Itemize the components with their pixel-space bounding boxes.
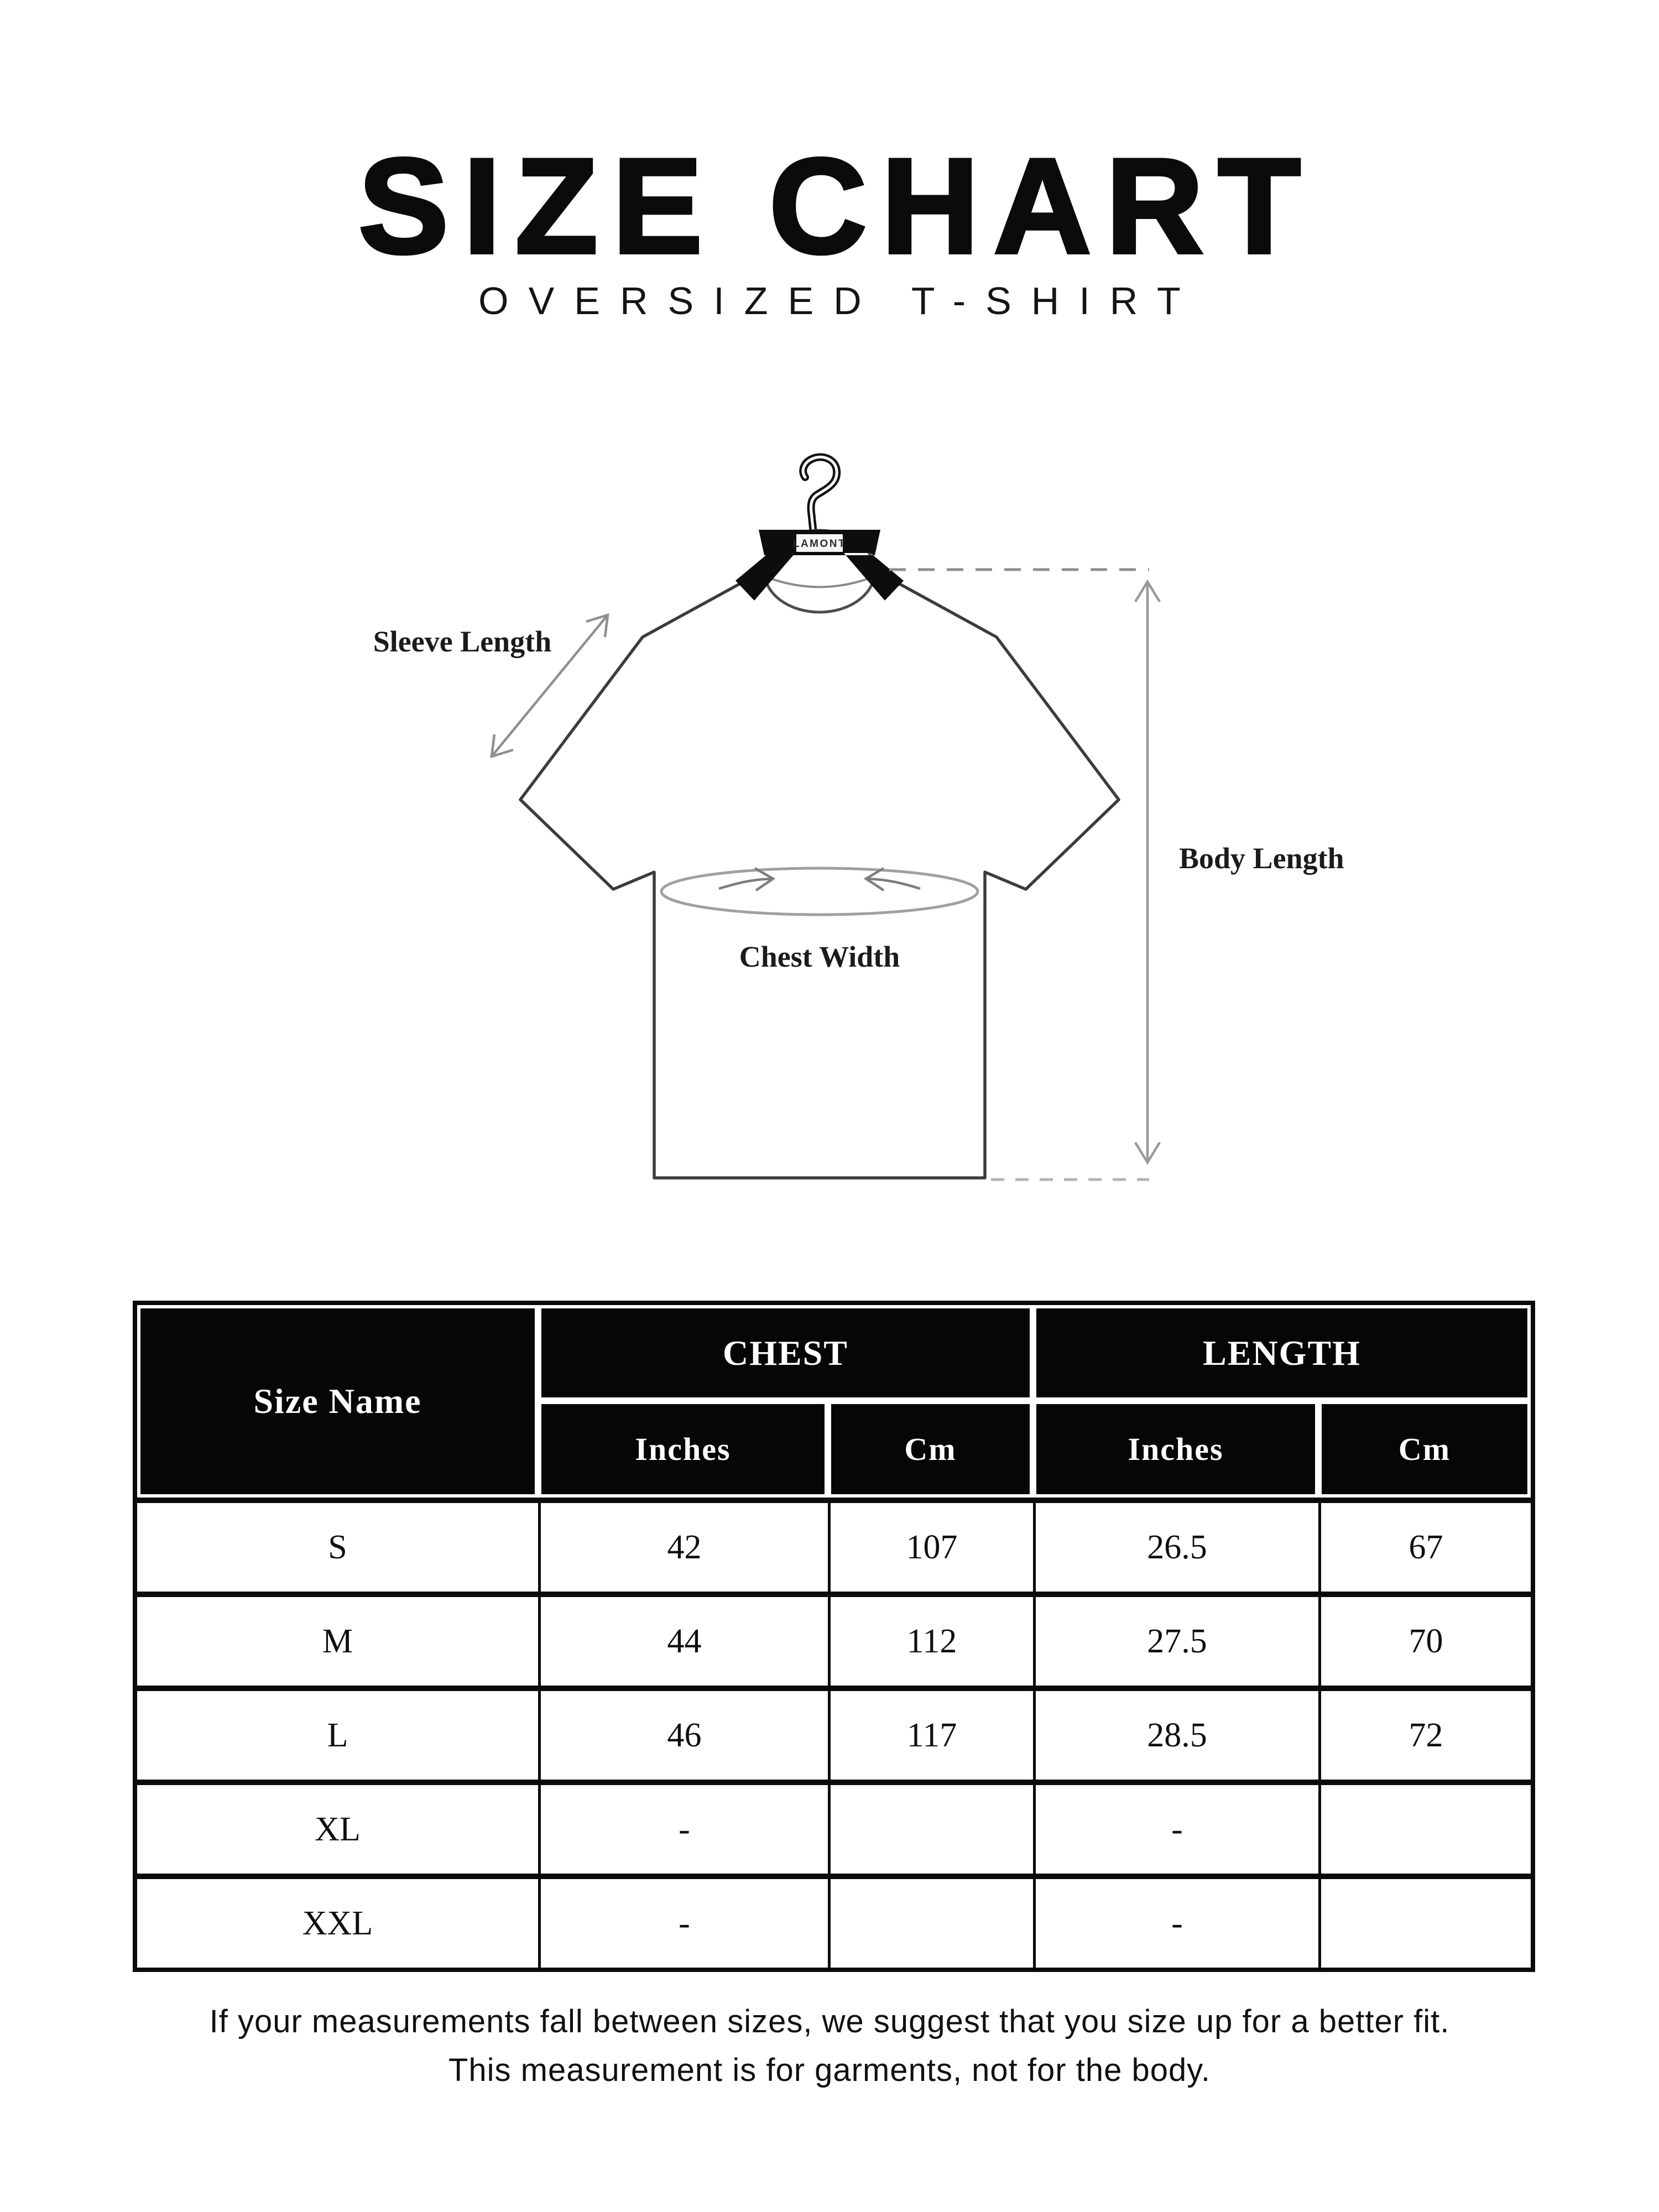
footer-line-2: This measurement is for garments, not fo…	[448, 2052, 1211, 2088]
cell-size-s: S	[137, 1498, 538, 1592]
cell-length-cm-s: 67	[1318, 1498, 1531, 1592]
cell-length-inches-m: 27.5	[1033, 1592, 1318, 1686]
sleeve-arrowhead-bottom	[490, 734, 514, 759]
tshirt-measurement-diagram: LAMONT Sleeve Length Body Length Chest W…	[373, 453, 1344, 1181]
body-arrowhead-bottom	[1134, 1141, 1161, 1165]
cell-length-cm-m: 70	[1318, 1592, 1531, 1686]
footer-line-1: If your measurements fall between sizes,…	[209, 2004, 1450, 2039]
table-header-chest: CHEST	[538, 1305, 1033, 1401]
hanger-label-plate	[796, 534, 843, 552]
table-subheader-chest-cm: Cm	[828, 1401, 1033, 1498]
cell-size-m: M	[137, 1592, 538, 1686]
size-table: Size Name CHEST LENGTH Inches Cm Inches …	[133, 1301, 1535, 1972]
hanger-icon	[735, 530, 904, 601]
chest-arrow-right	[865, 877, 921, 890]
table-subheader-length-inches: Inches	[1033, 1401, 1318, 1498]
chest-arrowhead-right	[863, 867, 885, 891]
footer-note: If your measurements fall between sizes,…	[0, 1997, 1659, 2095]
hanger-label: LAMONT	[793, 538, 846, 550]
cell-chest-cm-xxl	[828, 1874, 1033, 1968]
cell-size-xl: XL	[137, 1780, 538, 1874]
cell-chest-cm-xl	[828, 1780, 1033, 1874]
hanger-hook-inner	[801, 456, 838, 535]
cell-length-inches-xl: -	[1033, 1780, 1318, 1874]
page-subtitle: OVERSIZED T-SHIRT	[478, 279, 1201, 322]
cell-chest-inches-m: 44	[538, 1592, 828, 1686]
table-subheader-chest-inches: Inches	[538, 1401, 828, 1498]
tshirt-outline	[519, 578, 1120, 1180]
cell-length-cm-xl	[1318, 1780, 1531, 1874]
chest-arrow-left	[718, 877, 774, 890]
cell-size-xxl: XXL	[137, 1874, 538, 1968]
back-collar-line	[768, 577, 871, 588]
cell-chest-cm-s: 107	[828, 1498, 1033, 1592]
cell-chest-cm-l: 117	[828, 1686, 1033, 1780]
hanger-hook-icon	[799, 453, 841, 537]
table-subheader-length-cm: Cm	[1318, 1401, 1531, 1498]
cell-chest-inches-l: 46	[538, 1686, 828, 1780]
chest-arrowhead-left	[754, 867, 776, 891]
body-arrowhead-top	[1134, 579, 1161, 603]
cell-chest-inches-xxl: -	[538, 1874, 828, 1968]
page-title: SIZE CHART	[357, 130, 1315, 281]
cell-length-inches-xxl: -	[1033, 1874, 1318, 1968]
cell-chest-inches-xl: -	[538, 1780, 828, 1874]
cell-length-inches-s: 26.5	[1033, 1498, 1318, 1592]
sleeve-length-label: Sleeve Length	[373, 625, 551, 658]
cell-length-inches-l: 28.5	[1033, 1686, 1318, 1780]
table-header-length: LENGTH	[1033, 1305, 1531, 1401]
cell-chest-inches-s: 42	[538, 1498, 828, 1592]
chest-width-label: Chest Width	[739, 940, 900, 973]
chest-width-ellipse	[660, 867, 979, 916]
sleeve-length-arrow	[491, 614, 609, 758]
body-length-label: Body Length	[1179, 842, 1344, 875]
table-header-size-name: Size Name	[137, 1305, 538, 1498]
cell-length-cm-l: 72	[1318, 1686, 1531, 1780]
cell-size-l: L	[137, 1686, 538, 1780]
cell-chest-cm-m: 112	[828, 1592, 1033, 1686]
sleeve-arrowhead-top	[586, 613, 609, 638]
cell-length-cm-xxl	[1318, 1874, 1531, 1968]
